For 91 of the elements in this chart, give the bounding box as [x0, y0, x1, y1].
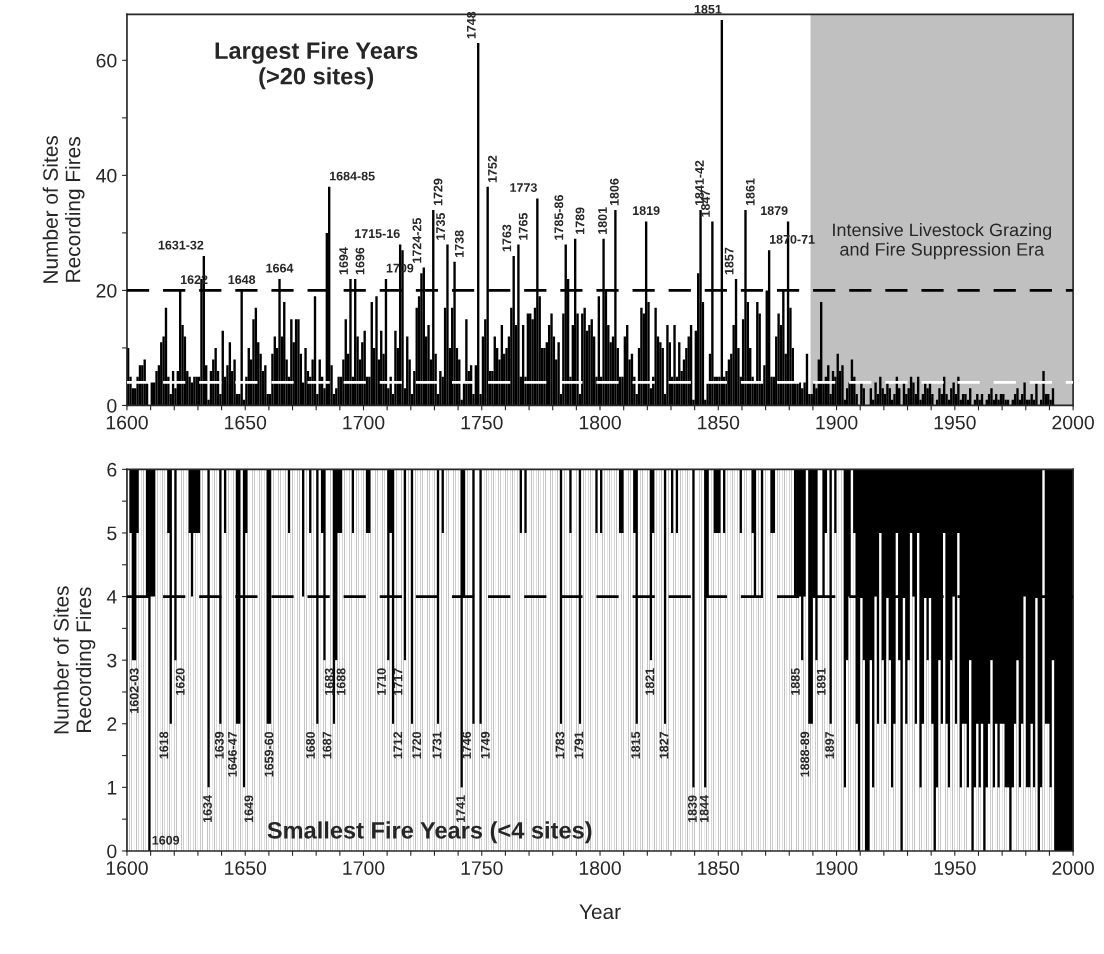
- x-tick-label: 1900: [816, 415, 858, 430]
- x-axis-title: Year: [579, 904, 621, 920]
- y-axis-title: Number of Sites Recording Fires: [42, 135, 85, 283]
- y-tick-label: 0: [107, 844, 117, 859]
- annotation: 1602-03: [129, 668, 139, 713]
- annotation: 1741: [456, 795, 465, 823]
- annotation: 1801: [598, 207, 607, 234]
- y-tick-label: 0: [107, 398, 117, 413]
- x-tick-label: 1850: [698, 861, 740, 875]
- x-tick-label: 1900: [816, 861, 858, 875]
- annotation: 1765: [518, 213, 528, 240]
- x-tick-label: 1750: [461, 861, 503, 875]
- annotation: 1648: [228, 275, 256, 285]
- annotation: 1783: [555, 731, 565, 759]
- annotation: 1609: [152, 835, 180, 845]
- annotation: 1639: [214, 731, 224, 759]
- annotation: 1659-60: [264, 731, 274, 777]
- annotation: 1748: [466, 11, 476, 39]
- annotation: 1720: [412, 731, 422, 759]
- annotation: 1684-85: [329, 171, 375, 181]
- annotation: 1773: [510, 183, 537, 193]
- x-tick-label: 1800: [579, 861, 621, 875]
- annotation: 1749: [480, 731, 490, 759]
- annotation: 1715-16: [355, 229, 400, 239]
- annotation: 1631-32: [158, 240, 204, 250]
- annotation: 1618: [159, 731, 169, 759]
- x-tick-label: 1650: [225, 415, 267, 430]
- y-tick-label: 60: [96, 53, 117, 68]
- x-tick-label: 1750: [461, 415, 503, 430]
- annotation: 1806: [609, 178, 619, 206]
- annotation: 1735: [436, 213, 446, 240]
- annotation: 1729: [433, 178, 443, 206]
- annotation: 1752: [488, 155, 497, 183]
- band-label: Intensive Livestock Grazing and Fire Suppression Era: [833, 223, 1052, 260]
- annotation: 1763: [502, 224, 512, 252]
- annotation: 1680: [306, 731, 315, 759]
- y-tick-label: 20: [96, 283, 117, 298]
- annotation: 1649: [244, 795, 254, 823]
- annotation: 1634: [203, 795, 212, 823]
- annotation: 1724-25: [412, 217, 422, 263]
- annotation: 1683: [324, 668, 334, 695]
- x-tick-label: 1950: [934, 861, 976, 875]
- annotation: 1851: [694, 4, 722, 14]
- annotation: 1885: [790, 668, 800, 695]
- annotation: Smallest Fire Years (<4 sites): [267, 821, 592, 844]
- annotation: 1717: [393, 668, 403, 695]
- x-tick-label: 1700: [343, 861, 385, 875]
- x-tick-label: 1650: [225, 861, 267, 875]
- y-axis-title: Number of Sites Recording Fires: [53, 586, 96, 734]
- annotation: 1731: [432, 731, 442, 759]
- y-tick-label: 40: [96, 168, 117, 183]
- annotation: 1620: [175, 668, 185, 695]
- annotation: 1891: [816, 668, 826, 695]
- annotation: 1738: [454, 230, 464, 257]
- annotation: 1789: [575, 207, 585, 234]
- annotation: 1688: [336, 668, 346, 695]
- y-tick-label: 6: [107, 462, 117, 477]
- x-tick-label: 1600: [106, 415, 148, 430]
- y-tick-label: 4: [106, 590, 117, 604]
- annotation: 1844: [699, 795, 709, 823]
- x-tick-label: 1850: [698, 415, 740, 430]
- y-tick-label: 3: [107, 653, 117, 668]
- x-tick-label: 2000: [1052, 415, 1094, 430]
- x-tick-label: 1950: [934, 415, 976, 430]
- annotation: 1861: [745, 178, 755, 206]
- annotation: Largest Fire Years (>20 sites): [215, 41, 418, 90]
- annotation: 1897: [825, 731, 834, 759]
- annotation: 1819: [633, 206, 660, 215]
- annotation: 1821: [645, 668, 655, 695]
- y-tick-label: 5: [107, 526, 117, 541]
- annotation: 1710: [377, 668, 386, 695]
- annotation: 1687: [322, 731, 332, 759]
- annotation: 1696: [355, 247, 365, 275]
- annotation: 1785-86: [554, 195, 564, 240]
- annotation: 1815: [631, 731, 641, 759]
- annotation: 1839: [687, 795, 697, 823]
- annotation: 1791: [574, 731, 584, 759]
- annotation: 1827: [659, 731, 669, 759]
- annotation: 1888-89: [800, 731, 810, 777]
- annotation: 1694: [339, 247, 349, 275]
- x-tick-label: 2000: [1052, 861, 1094, 875]
- annotation: 1664: [266, 263, 294, 273]
- annotation: 1879: [761, 206, 788, 215]
- y-tick-label: 1: [107, 781, 117, 795]
- annotation: 1857: [724, 247, 734, 275]
- annotation: 1646-47: [227, 731, 237, 777]
- x-tick-label: 1600: [106, 861, 148, 875]
- y-tick-label: 2: [107, 717, 117, 731]
- x-tick-label: 1700: [343, 415, 385, 430]
- annotation: 1712: [393, 731, 403, 759]
- x-tick-label: 1800: [579, 415, 621, 430]
